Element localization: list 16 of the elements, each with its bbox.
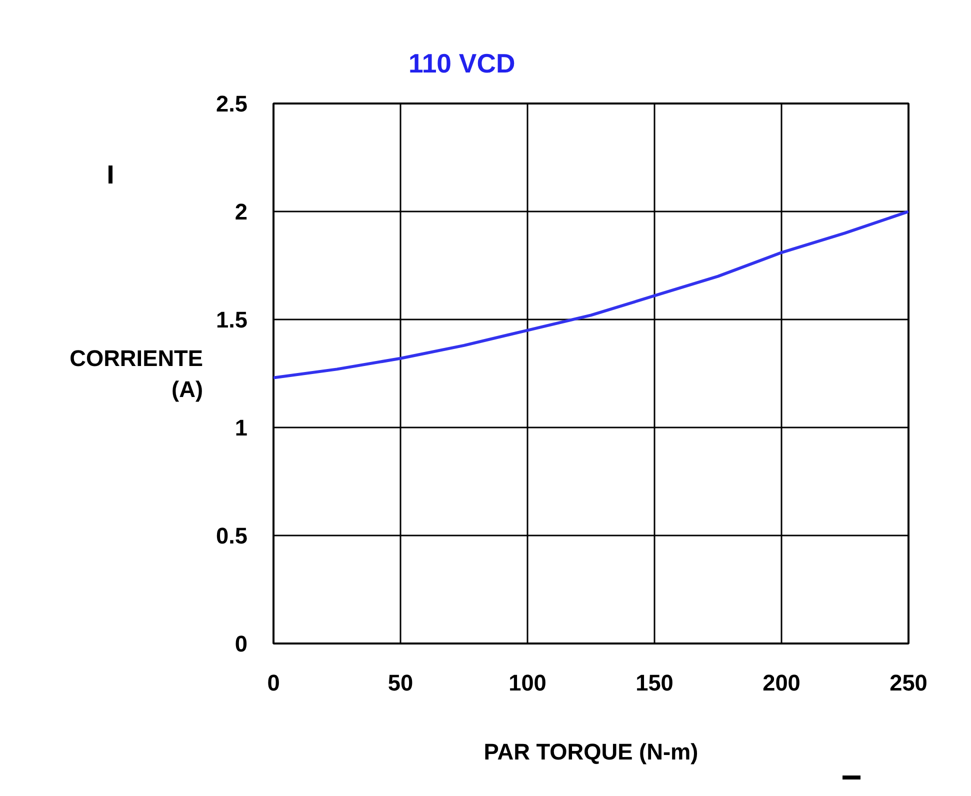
x-tick-label: 200: [762, 670, 800, 696]
x-tick-label: 50: [388, 670, 414, 696]
x-axis-title: PAR TORQUE (N-m): [484, 738, 698, 764]
y-tick-label: 1.5: [216, 306, 248, 332]
x-tick-label: 0: [267, 670, 280, 696]
x-tick-label: 150: [636, 670, 674, 696]
x-tick-label: 250: [890, 670, 928, 696]
y-tick-label: 2: [234, 198, 248, 224]
chart-title: 110 VCD: [408, 48, 516, 78]
x-tick-label: 100: [508, 670, 546, 696]
line-series: [274, 210, 908, 380]
y-tick-label: 0.5: [216, 522, 248, 548]
y-tick-label: 0: [234, 630, 248, 656]
y-tick-label: 1: [234, 414, 248, 440]
y-axis-title: CORRIENTE (A): [70, 344, 204, 402]
y-tick-label: 2.5: [216, 90, 248, 116]
